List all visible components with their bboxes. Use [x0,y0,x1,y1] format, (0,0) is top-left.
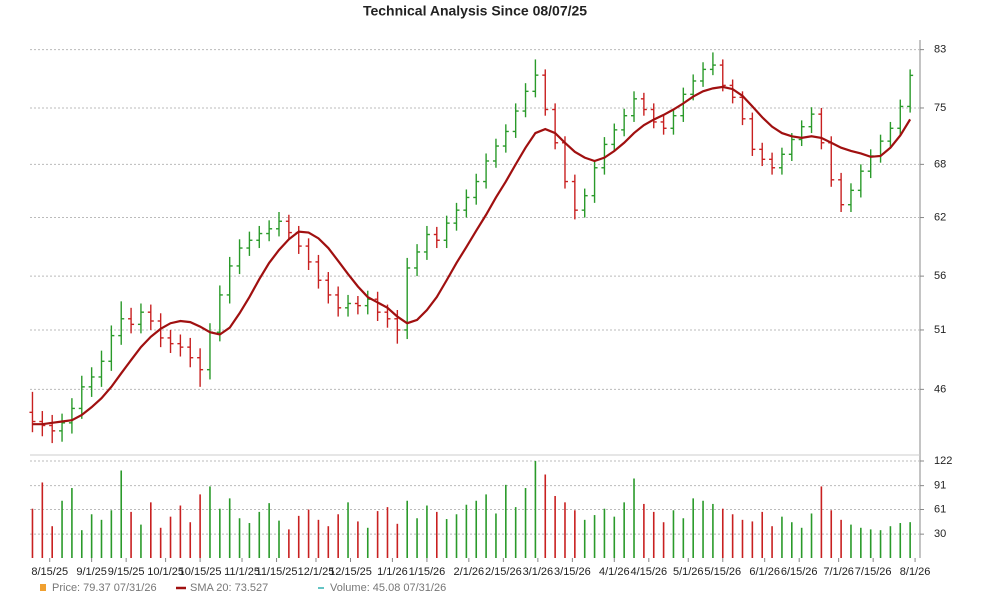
legend-swatch [40,584,46,591]
x-tick-label: 5/15/26 [704,566,741,578]
x-tick-label: 6/15/26 [781,566,818,578]
x-tick-label: 12/1/25 [298,566,335,578]
legend-label: SMA 20: 73.527 [190,582,268,594]
x-tick-label: 9/1/25 [76,566,107,578]
y2-tick-label: 30 [934,528,946,540]
y-tick-label: 51 [934,324,946,336]
x-tick-label: 7/15/26 [855,566,892,578]
x-tick-label: 6/1/26 [749,566,780,578]
x-tick-label: 8/15/25 [31,566,68,578]
x-tick-label: 2/1/26 [454,566,485,578]
legend-label: Price: 79.37 07/31/26 [52,582,157,594]
y-tick-label: 68 [934,158,946,170]
x-tick-label: 10/1/25 [147,566,184,578]
x-tick-label: 5/1/26 [673,566,704,578]
x-tick-label: 11/1/25 [224,566,260,578]
x-tick-label: 4/15/26 [630,566,667,578]
y-tick-label: 46 [934,383,946,395]
x-tick-label: 8/1/26 [900,566,931,578]
y-tick-label: 56 [934,270,946,282]
x-tick-label: 4/1/26 [599,566,630,578]
y-tick-label: 62 [934,211,946,223]
y-tick-label: 75 [934,102,946,114]
x-tick-label: 9/15/25 [108,566,145,578]
x-tick-label: 3/15/26 [554,566,591,578]
x-tick-label: 1/15/26 [409,566,446,578]
y-tick-label: 83 [934,44,946,56]
x-tick-label: 12/15/25 [329,566,372,578]
y2-tick-label: 61 [934,503,946,515]
x-tick-label: 10/15/25 [179,566,222,578]
chart-title: Technical Analysis Since 08/07/25 [363,3,587,19]
x-tick-label: 2/15/26 [485,566,522,578]
y2-tick-label: 91 [934,480,946,492]
x-tick-label: 3/1/26 [523,566,554,578]
sma-line [32,85,912,426]
x-tick-label: 7/1/26 [823,566,854,578]
x-tick-label: 1/1/26 [377,566,408,578]
x-tick-label: 11/15/25 [256,566,298,578]
y2-tick-label: 122 [934,455,952,467]
legend-label: Volume: 45.08 07/31/26 [330,582,446,594]
